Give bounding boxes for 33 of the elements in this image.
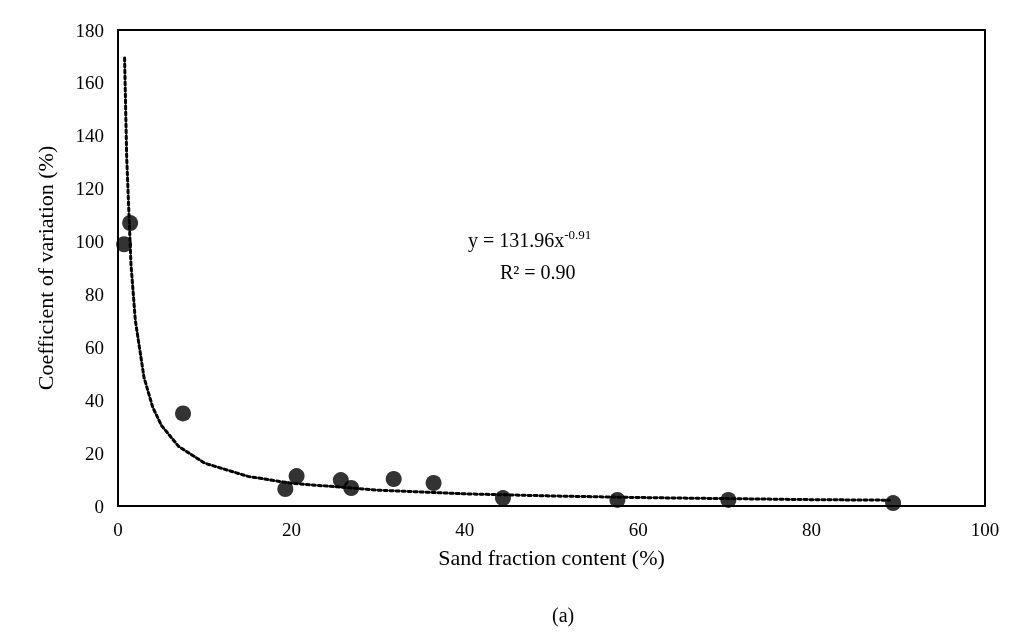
y-tick-label: 40: [85, 389, 104, 411]
y-tick-label: 60: [85, 336, 104, 358]
text: (a): [552, 604, 575, 627]
point: [343, 480, 360, 497]
point: [277, 481, 294, 498]
point: [385, 471, 402, 488]
x-tick-label: 80: [802, 519, 822, 540]
x-tick-label: 40: [455, 519, 475, 540]
point: [332, 472, 349, 489]
y-axis-title: Coefficient of variation (%): [32, 145, 58, 391]
y-tick-label: 80: [85, 283, 104, 305]
x-tick-label: 100: [970, 519, 1000, 540]
annotation: R² = 0.90: [500, 261, 576, 283]
y-tick-label: 180: [75, 19, 104, 41]
point: [609, 491, 626, 508]
y-tick-label: 100: [75, 231, 104, 253]
y-tick-label: 140: [75, 125, 104, 147]
x-tick-label: 20: [281, 519, 301, 540]
y-tick-label: 160: [75, 72, 104, 94]
point: [122, 215, 139, 232]
point: [494, 490, 511, 507]
y-tick-label: 120: [75, 178, 104, 200]
y-tick-label: 20: [85, 442, 104, 464]
x-tick-label: 0: [113, 519, 123, 540]
y-tick-label: 0: [94, 495, 104, 517]
point: [885, 495, 902, 512]
point: [288, 468, 305, 485]
point: [175, 405, 192, 422]
x-axis-title: Sand fraction content (%): [438, 544, 665, 570]
x-tick-label: 60: [628, 519, 648, 540]
point: [116, 236, 133, 253]
point: [720, 491, 737, 508]
point: [425, 475, 442, 491]
